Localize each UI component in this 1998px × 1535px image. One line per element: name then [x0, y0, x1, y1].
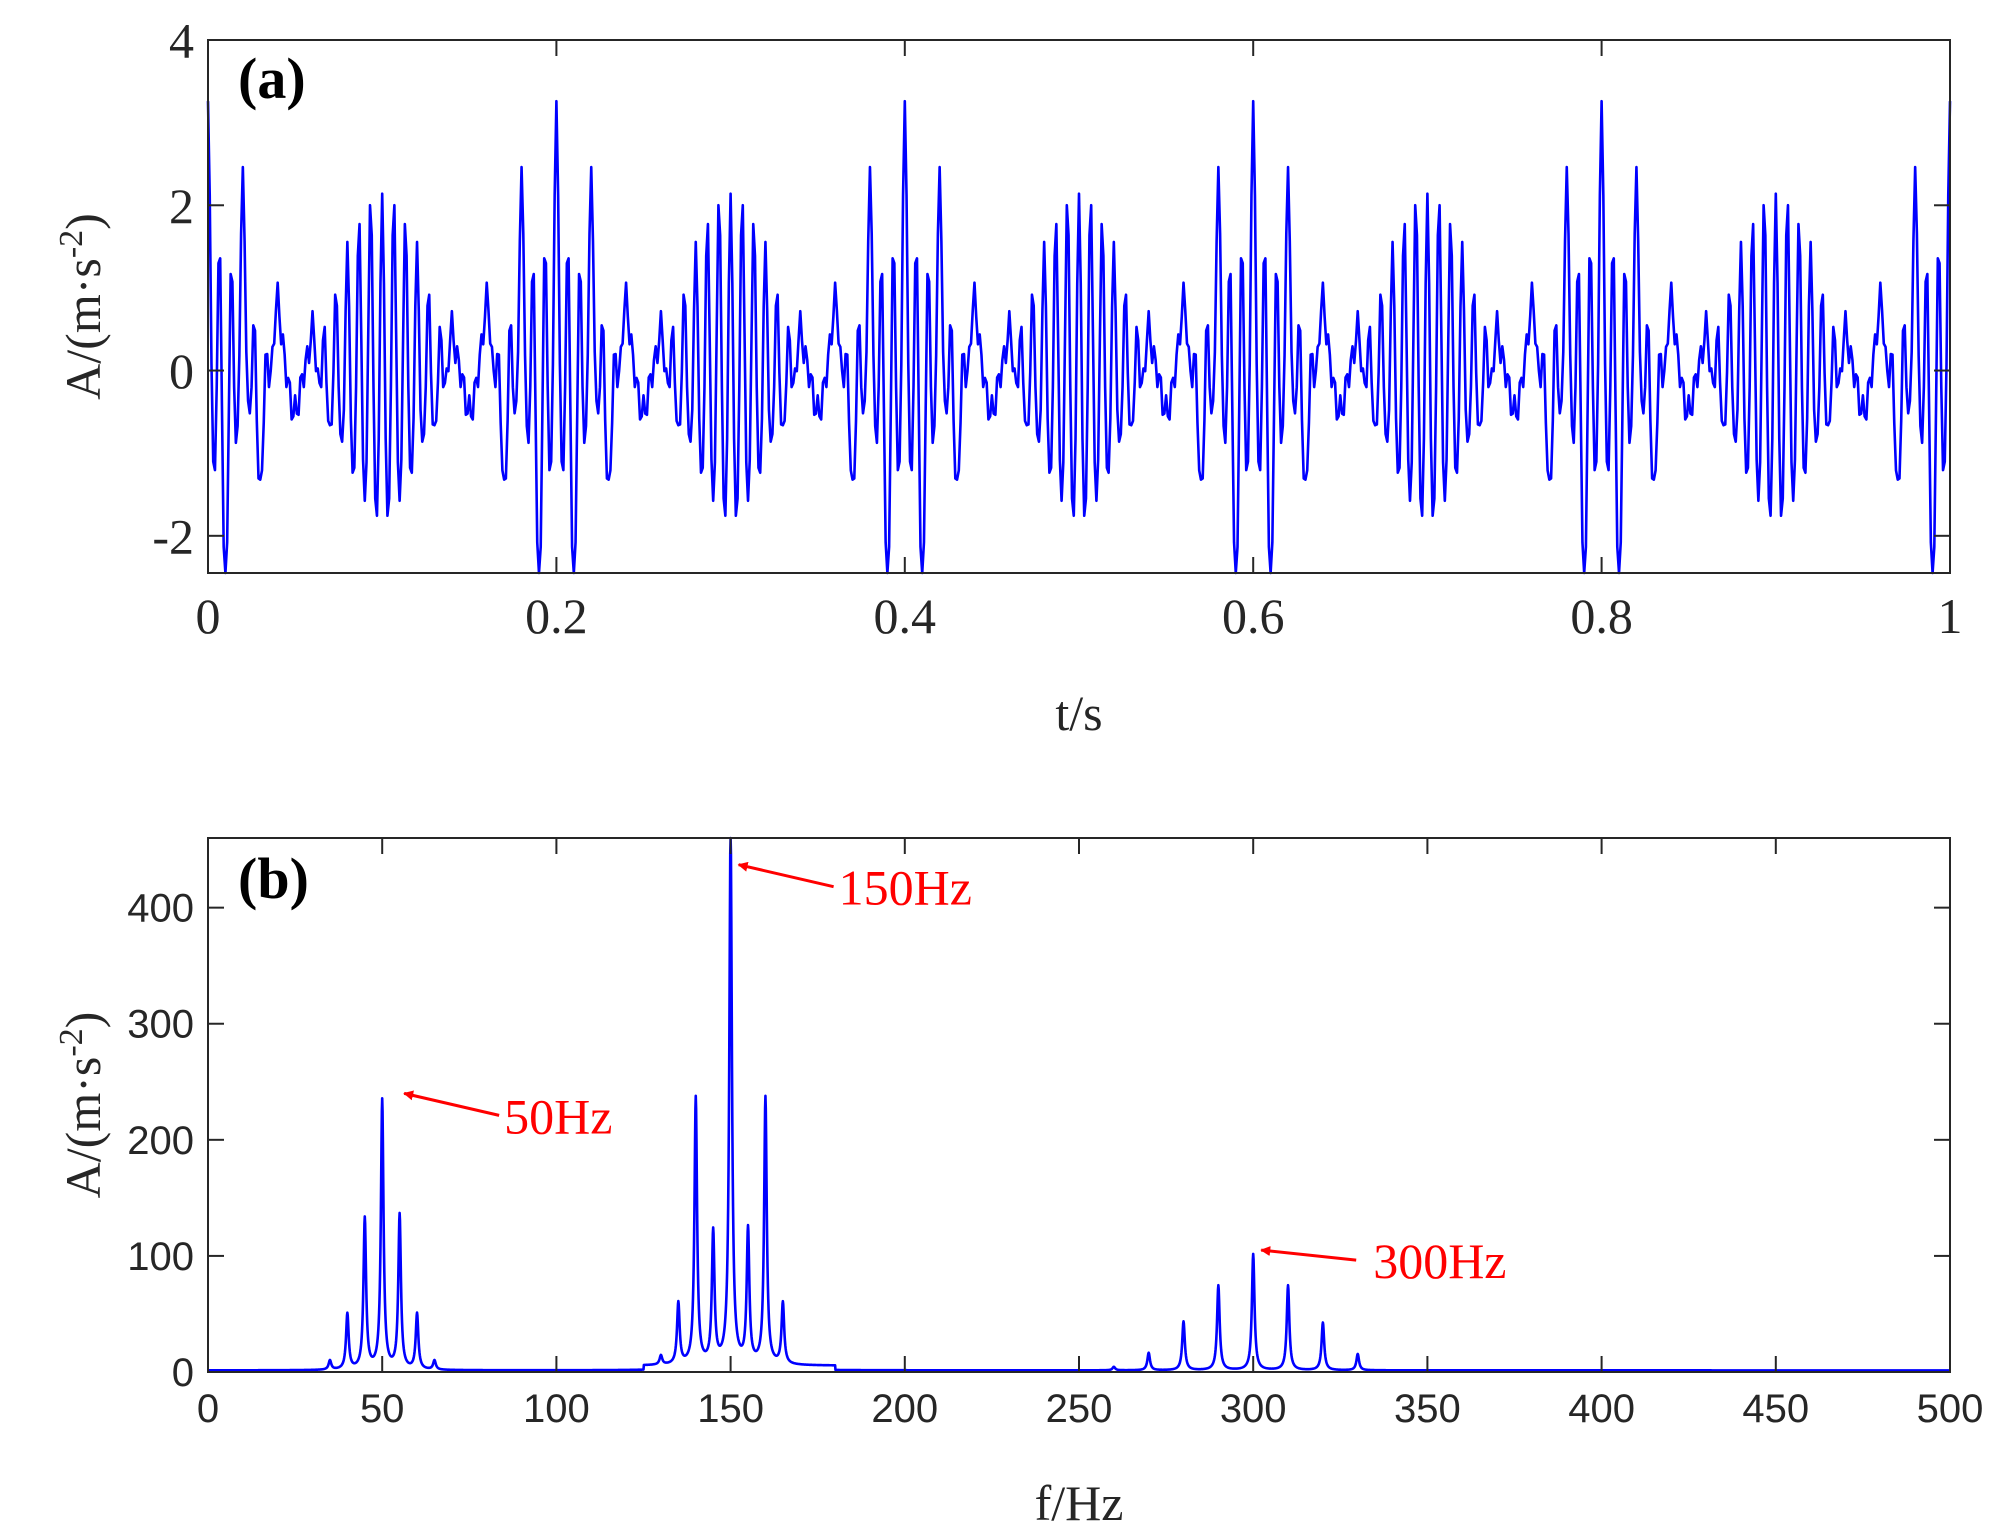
panel-b-x-tick-label: 300	[1220, 1387, 1287, 1431]
panel-b-x-tick-label: 200	[871, 1387, 938, 1431]
panel-b-y-tick-label: 400	[127, 887, 194, 931]
panel-a-y-axis-label-exponent: -2	[53, 230, 90, 258]
panel-b-y-axis-label-base: A/(m·s	[55, 1057, 111, 1199]
panel-b-label: (b)	[238, 846, 309, 911]
panel-b-x-tick-label: 0	[197, 1387, 219, 1431]
panel-a-x-tick-label: 1	[1938, 588, 1963, 644]
panel-a-axes-box	[207, 39, 1951, 574]
panel-b-annotations: 150Hz 50Hz 300Hz	[403, 860, 1507, 1289]
panel-b-ticks: 0 50 100 150 200 250 300 350 400 450 500 0 100 200 300…	[127, 838, 1983, 1431]
panel-b-y-tick-label: 100	[127, 1235, 194, 1279]
annotation-label: 300Hz	[1373, 1233, 1506, 1289]
annotation-label: 50Hz	[504, 1088, 612, 1144]
panel-a-y-tick-label: 4	[169, 13, 194, 69]
panel-b-y-axis-label: A/(m·s-2)	[53, 1012, 111, 1199]
panel-b-x-tick-label: 450	[1742, 1387, 1809, 1431]
panel-b-x-tick-label: 150	[697, 1387, 764, 1431]
panel-a-x-tick-label: 0.8	[1570, 588, 1633, 644]
panel-a-y-tick-label: 0	[169, 343, 194, 399]
panel-a-x-tick-label: 0.2	[525, 588, 588, 644]
panel-a-x-tick-label: 0.6	[1222, 588, 1285, 644]
panel-b-spectrum: 0 50 100 150 200 250 300 350 400 450 500 0 100 200 300…	[53, 836, 1983, 1531]
panel-a-x-tick-label: 0	[196, 588, 221, 644]
annotation-label: 150Hz	[839, 860, 972, 916]
panel-b-y-tick-label: 300	[127, 1003, 194, 1047]
panel-b-x-tick-label: 250	[1046, 1387, 1113, 1431]
panel-b-y-tick-label: 200	[127, 1119, 194, 1163]
panel-a-y-tick-label: 2	[169, 178, 194, 234]
panel-b-spectrum-line	[207, 836, 1951, 1372]
annotation-arrow	[403, 1090, 500, 1117]
panel-a-y-axis-label-end: )	[55, 213, 111, 230]
panel-b-y-tick-label: 0	[172, 1351, 194, 1395]
panel-a-signal-line	[206, 99, 1952, 575]
panel-a-label: (a)	[238, 46, 306, 111]
panel-a-y-tick-label: -2	[152, 508, 194, 564]
panel-b-y-axis-label-end: )	[55, 1012, 111, 1029]
panel-b-x-tick-label: 400	[1568, 1387, 1635, 1431]
panel-a-y-axis-label: A/(m·s-2)	[53, 213, 111, 400]
panel-a-y-axis-label-base: A/(m·s	[55, 258, 111, 400]
annotation-arrow	[1260, 1246, 1357, 1262]
panel-b-x-axis-label: f/Hz	[1035, 1475, 1124, 1531]
panel-b-x-tick-label: 350	[1394, 1387, 1461, 1431]
panel-b-x-tick-label: 100	[523, 1387, 590, 1431]
panel-a-series-layer	[206, 99, 1952, 575]
annotation-arrow	[737, 861, 834, 889]
panel-b-x-tick-label: 500	[1917, 1387, 1984, 1431]
panel-a-x-tick-label: 0.4	[874, 588, 937, 644]
panel-b-series-layer	[207, 836, 1951, 1372]
panel-b-x-tick-label: 50	[360, 1387, 405, 1431]
panel-b-axes-box	[207, 837, 1951, 1373]
panel-b-y-axis-label-exponent: -2	[53, 1028, 90, 1056]
panel-a-x-axis-label: t/s	[1055, 685, 1102, 741]
